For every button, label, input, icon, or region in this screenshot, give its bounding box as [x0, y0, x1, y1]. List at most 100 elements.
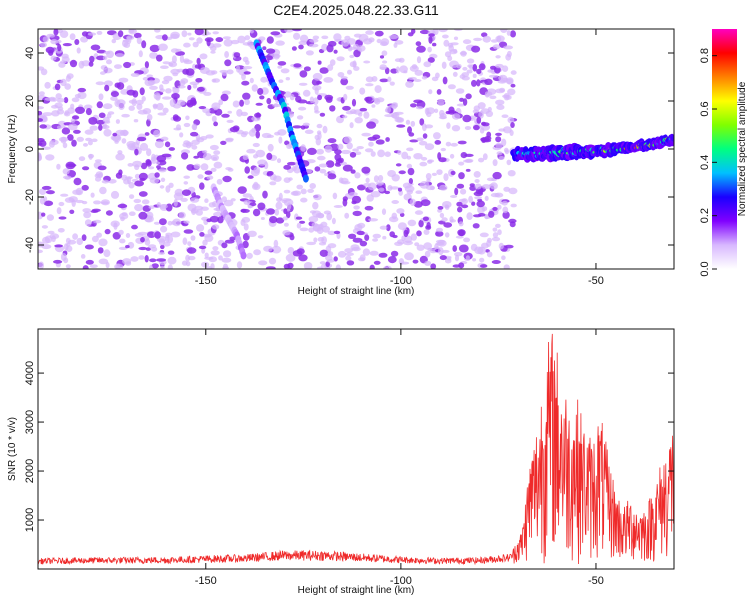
- noise-speck: [257, 159, 268, 166]
- noise-speck: [352, 237, 363, 243]
- noise-speck: [63, 97, 69, 104]
- x-tick-label: -50: [588, 275, 604, 287]
- noise-speck: [484, 195, 489, 201]
- noise-speck: [391, 102, 398, 110]
- noise-speck: [456, 201, 463, 207]
- colorbar-tick-label: 0.6: [699, 101, 711, 116]
- noise-speck: [316, 148, 324, 155]
- noise-speck: [179, 55, 184, 63]
- noise-speck: [334, 149, 342, 155]
- noise-speck: [242, 154, 249, 161]
- y-tick-label: 4000: [24, 361, 36, 385]
- noise-speck: [155, 161, 160, 165]
- noise-speck: [240, 132, 247, 138]
- noise-speck: [341, 149, 351, 155]
- noise-speck: [41, 185, 52, 190]
- noise-speck: [371, 104, 376, 108]
- noise-speck: [501, 255, 506, 260]
- colorbar-tick-label: 0.4: [699, 155, 711, 170]
- noise-speck: [503, 264, 510, 269]
- noise-speck: [323, 77, 334, 83]
- noise-speck: [171, 93, 180, 100]
- noise-speck: [39, 188, 47, 195]
- noise-speck: [135, 99, 144, 105]
- x-tick-label: -50: [588, 575, 604, 587]
- noise-speck: [506, 159, 512, 166]
- y-tick-label: 20: [24, 95, 36, 107]
- noise-speck: [427, 159, 435, 163]
- noise-speck: [390, 250, 399, 257]
- noise-speck: [472, 73, 477, 78]
- noise-speck: [491, 236, 501, 242]
- noise-speck: [210, 50, 216, 54]
- noise-speck: [225, 138, 234, 143]
- noise-speck: [314, 166, 321, 172]
- noise-speck: [389, 186, 400, 190]
- noise-speck: [235, 65, 241, 73]
- noise-speck: [402, 182, 412, 189]
- noise-speck: [259, 95, 265, 100]
- noise-speck: [474, 179, 480, 183]
- noise-speck: [393, 42, 398, 48]
- noise-speck: [45, 190, 55, 195]
- noise-speck: [481, 206, 488, 212]
- noise-speck: [438, 157, 447, 163]
- colorbar-ticks: 0.0 0.2 0.4 0.6 0.8: [699, 48, 717, 277]
- noise-speck: [247, 204, 252, 209]
- noise-speck: [222, 266, 230, 269]
- noise-speck: [93, 219, 102, 224]
- noise-speck: [495, 55, 501, 59]
- noise-speck: [384, 151, 391, 157]
- noise-speck: [244, 35, 251, 41]
- noise-speck: [206, 38, 211, 47]
- noise-speck: [40, 42, 47, 48]
- noise-speck: [38, 140, 47, 147]
- noise-speck: [449, 153, 455, 159]
- noise-speck: [447, 84, 456, 90]
- noise-speck: [438, 247, 444, 256]
- noise-speck: [293, 63, 302, 68]
- noise-speck: [510, 70, 517, 75]
- noise-speck: [98, 124, 103, 131]
- noise-speck: [379, 78, 389, 83]
- noise-speck: [479, 257, 485, 263]
- noise-speck: [257, 202, 266, 211]
- noise-speck: [426, 222, 431, 229]
- noise-speck: [312, 201, 319, 210]
- noise-speck: [365, 177, 370, 183]
- noise-speck: [471, 79, 477, 87]
- noise-speck: [492, 171, 502, 180]
- noise-speck: [299, 220, 306, 224]
- noise-speck: [332, 192, 338, 200]
- noise-speck: [314, 87, 319, 95]
- noise-speck: [121, 113, 130, 118]
- noise-speck: [364, 96, 373, 102]
- noise-speck: [173, 127, 182, 131]
- noise-speck: [141, 40, 147, 49]
- noise-speck: [255, 102, 263, 106]
- noise-speck: [46, 214, 55, 221]
- noise-speck: [173, 198, 178, 207]
- noise-speck: [242, 240, 249, 249]
- noise-speck: [460, 152, 468, 159]
- noise-speck: [118, 103, 125, 110]
- noise-speck: [216, 178, 223, 185]
- noise-speck: [262, 46, 267, 51]
- noise-speck: [206, 266, 213, 269]
- noise-speck: [144, 132, 150, 136]
- noise-speck: [110, 91, 119, 97]
- noise-speck: [473, 171, 481, 178]
- noise-speck: [140, 236, 145, 243]
- noise-speck: [408, 178, 413, 185]
- noise-speck: [193, 163, 201, 169]
- diagonal-trace-blob: [302, 174, 309, 183]
- noise-speck: [38, 118, 43, 122]
- noise-speck: [381, 50, 388, 56]
- noise-speck: [433, 132, 441, 140]
- noise-speck: [165, 234, 170, 243]
- noise-speck: [425, 173, 432, 180]
- noise-speck: [67, 107, 75, 114]
- noise-speck: [364, 234, 370, 242]
- noise-speck: [510, 203, 517, 208]
- noise-speck: [344, 252, 354, 257]
